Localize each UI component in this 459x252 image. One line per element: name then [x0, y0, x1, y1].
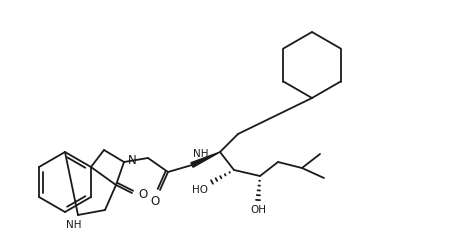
Text: N: N [128, 154, 137, 168]
Text: O: O [138, 187, 147, 201]
Text: O: O [151, 195, 160, 208]
Text: HO: HO [192, 185, 208, 195]
Polygon shape [191, 152, 220, 167]
Text: NH: NH [66, 220, 82, 230]
Text: OH: OH [250, 205, 266, 215]
Text: NH: NH [193, 149, 208, 159]
